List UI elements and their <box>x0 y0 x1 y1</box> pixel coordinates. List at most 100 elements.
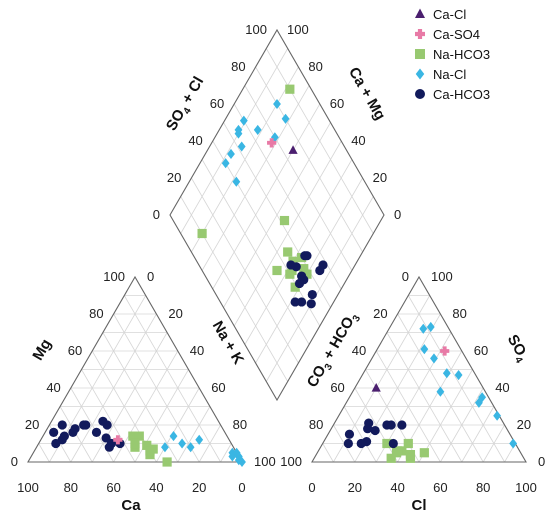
na-hco3-anion-point <box>405 450 416 460</box>
legend-label-ca-cl: Ca-Cl <box>433 7 466 22</box>
na-cl-anion-point <box>509 438 518 449</box>
so4-tick-label: 60 <box>474 343 488 358</box>
na-hco3-diamond-point <box>290 282 300 292</box>
na-hco3-diamond-point <box>302 269 312 279</box>
diamond-gridline <box>191 66 299 253</box>
na-cl-diamond-point <box>234 124 243 135</box>
ca-mg-tick-label: 100 <box>287 22 309 37</box>
diamond-gridline <box>265 48 374 234</box>
mg-tick-label: 100 <box>103 269 125 284</box>
cl-tick-label: 60 <box>433 480 447 495</box>
anion-gridline <box>418 369 473 463</box>
anion-gridline <box>322 443 334 463</box>
ca-hco3-cation-point <box>68 427 78 437</box>
na-k-tick-label: 80 <box>233 417 247 432</box>
mg-tick-label: 40 <box>46 380 60 395</box>
ca-mg-tick-label: 20 <box>373 170 387 185</box>
tick-layer: 0002020204040406060608080801001001000002… <box>11 22 545 495</box>
legend-marker-na-hco3 <box>415 49 425 59</box>
ca-mg-tick-label: 80 <box>308 59 322 74</box>
ca-hco3-cation-point <box>91 427 102 437</box>
na-k-tick-label: 40 <box>190 343 204 358</box>
ca-hco3-cation-point <box>59 431 69 441</box>
mg-tick-label: 20 <box>25 417 39 432</box>
co3-hco3-tick-label: 80 <box>309 417 323 432</box>
so4-cl-tick-label: 60 <box>210 96 224 111</box>
anion-triangle <box>311 275 527 463</box>
na-hco3-cation-point <box>134 431 144 441</box>
ca-hco3-cation-point <box>49 427 59 437</box>
na-cl-cation-point <box>228 451 237 462</box>
legend-marker-na-cl <box>415 68 425 80</box>
legend-marker-ca-so4 <box>415 29 425 39</box>
ca-tick-label: 0 <box>238 480 245 495</box>
legend-marker-ca-cl <box>415 8 425 18</box>
na-hco3-diamond-point <box>285 269 295 279</box>
na-hco3-anion-point <box>391 448 402 458</box>
na-hco3-cation-point <box>162 457 172 467</box>
legend-label-ca-hco3: Ca-HCO3 <box>433 87 490 102</box>
na-cl-diamond-point <box>239 115 248 126</box>
so4-tick-label: 40 <box>495 380 509 395</box>
ca-mg-tick-label: 0 <box>394 207 401 222</box>
na-hco3-anion-point <box>403 438 413 449</box>
anion-gridline <box>386 332 463 463</box>
anion-gridline <box>343 406 377 463</box>
anion-gridline <box>461 406 495 463</box>
na-cl-anion-point <box>420 344 429 355</box>
na-k-tick-label: 100 <box>254 454 276 469</box>
ca-hco3-cation-point <box>98 416 108 426</box>
ca-hco3-cation-point <box>51 438 61 449</box>
na-cl-anion-point <box>475 397 483 408</box>
co3-hco3-tick-label: 60 <box>330 380 344 395</box>
mg-tick-label: 80 <box>89 306 103 321</box>
na-cl-anion-point <box>442 368 451 379</box>
na-hco3-diamond-point <box>299 264 309 274</box>
ca-axis-title: Ca <box>121 497 141 514</box>
mg-axis-title: Mg <box>29 336 55 363</box>
so4-tick-label: 0 <box>538 454 545 469</box>
diamond-gridline <box>233 103 342 290</box>
ca-cl-anion-point <box>371 382 381 392</box>
na-cl-anion-point <box>436 386 445 397</box>
ca-hco3-diamond-point <box>315 265 325 276</box>
frame-layer <box>27 28 527 463</box>
ca-hco3-anion-point <box>344 429 355 439</box>
na-hco3-cation-point <box>130 438 140 449</box>
ca-so4-anion-point <box>440 346 450 356</box>
diamond-gridline <box>244 85 353 271</box>
so4-cl-axis-title: SO4 + Cl <box>163 74 210 135</box>
na-hco3-diamond-point <box>283 247 293 257</box>
cl-tick-label: 20 <box>348 480 362 495</box>
ca-hco3-cation-point <box>101 433 111 443</box>
ca-hco3-anion-point <box>370 425 380 436</box>
na-cl-diamond-point <box>253 124 262 135</box>
na-cl-diamond-point <box>221 158 230 169</box>
legend-label-ca-so4: Ca-SO4 <box>433 27 480 42</box>
ca-hco3-anion-point <box>356 438 366 449</box>
cation-gridline <box>91 332 168 463</box>
cl-tick-label: 80 <box>476 480 490 495</box>
na-cl-anion-point <box>430 353 438 364</box>
cation-gridline <box>113 313 200 463</box>
anion-gridline <box>354 387 398 463</box>
ca-hco3-diamond-point <box>290 297 300 307</box>
na-cl-cation-point <box>234 455 243 466</box>
cl-tick-label: 0 <box>308 480 315 495</box>
ca-so4-diamond-point <box>267 138 277 148</box>
anion-gridline <box>375 350 441 463</box>
na-hco3-diamond-point <box>279 215 290 226</box>
ca-mg-tick-label: 40 <box>351 133 365 148</box>
so4-tick-label: 20 <box>517 417 531 432</box>
na-cl-anion-point <box>493 410 502 421</box>
na-hco3-diamond-point <box>197 228 207 239</box>
legend: Ca-Cl Ca-SO4 Na-HCO3 Na-Cl Ca-HCO3 <box>415 7 490 102</box>
na-cl-cation-point <box>178 438 186 449</box>
diamond-gridline <box>223 122 331 308</box>
anion-gridline <box>365 369 420 463</box>
na-cl-diamond-point <box>232 176 241 187</box>
ca-tick-label: 80 <box>64 480 78 495</box>
na-hco3-anion-point <box>386 453 396 463</box>
na-k-tick-label: 0 <box>147 269 154 284</box>
